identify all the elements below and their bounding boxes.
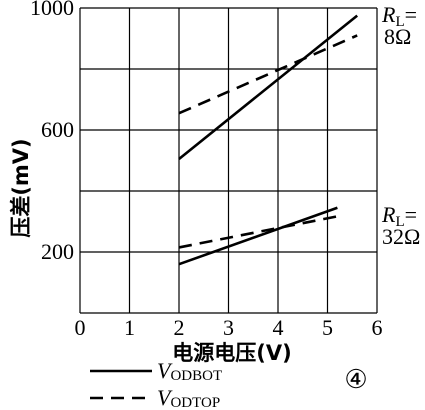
series-line-vodbot-rl32	[178, 206, 338, 266]
series-line-vodtop-rl8	[178, 34, 358, 115]
series-lines	[178, 14, 359, 266]
x-tick-label-1: 1	[124, 315, 135, 340]
series-line-vodtop-rl32	[178, 214, 343, 249]
x-tick-label-4: 4	[273, 315, 284, 340]
y-tick-label-200: 200	[41, 239, 74, 264]
x-tick-label-6: 6	[372, 315, 383, 340]
annotation-rl-8: RL=	[381, 2, 417, 30]
panel-label-text: ④	[344, 365, 367, 394]
x-axis-label: 电源电压(V)	[172, 341, 291, 365]
series-line-vodbot-rl8	[178, 14, 359, 160]
x-tick-label-2: 2	[174, 315, 185, 340]
y-tick-label-1000: 1000	[30, 0, 74, 20]
x-tick-label-3: 3	[223, 315, 234, 340]
annotation-rl-8-value: 8Ω	[384, 24, 411, 49]
annotation-rl-32-value: 32Ω	[382, 224, 420, 249]
x-tick-label-5: 5	[322, 315, 333, 340]
annotation-rl-32: RL=	[381, 202, 417, 230]
y-tick-label-600: 600	[41, 117, 74, 142]
y-axis-label: 压差(mV)	[9, 138, 33, 237]
legend-label-vodbot: VODBOT	[157, 358, 222, 384]
y-tick-labels: 200 600 1000	[30, 0, 74, 264]
x-tick-labels: 0 1 2 3 4 5 6	[75, 315, 383, 340]
panel-label: ④	[344, 365, 367, 394]
grid	[79, 7, 378, 314]
legend-label-vodtop: VODTOP	[157, 385, 220, 410]
x-tick-label-0: 0	[75, 315, 86, 340]
legend: VODBOT VODTOP	[90, 358, 222, 410]
